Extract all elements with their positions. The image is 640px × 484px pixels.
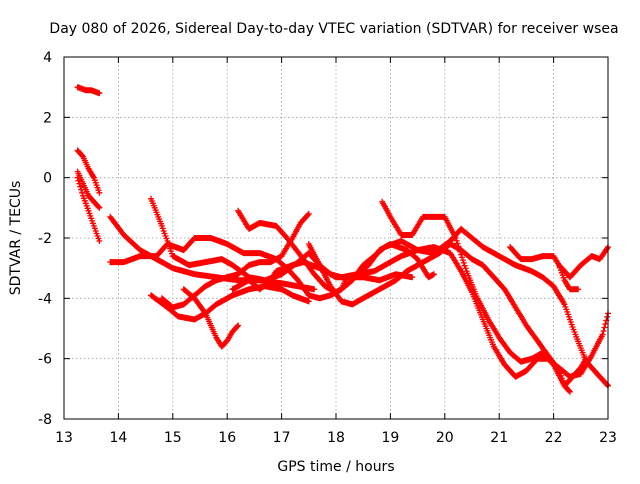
- y-tick-label: -8: [38, 412, 52, 428]
- series-sat-n: [379, 198, 573, 395]
- y-axis-label: SDTVAR / TECUs: [8, 181, 24, 296]
- series-markers: [180, 286, 242, 350]
- series-markers: [379, 198, 573, 395]
- x-tick-label: 22: [545, 430, 563, 446]
- series-markers: [556, 262, 582, 293]
- y-tick-label: -6: [38, 352, 52, 368]
- series-markers: [74, 84, 103, 97]
- plot-frame: [63, 56, 609, 420]
- x-tick-label: 16: [218, 430, 236, 446]
- x-tick-label: 15: [164, 430, 182, 446]
- y-tick-label: -2: [38, 231, 52, 247]
- series-sat-a: [74, 84, 103, 97]
- chart-title: Day 080 of 2026, Sidereal Day-to-day VTE…: [49, 21, 618, 37]
- series-sat-l: [229, 259, 416, 293]
- series-markers: [74, 147, 103, 196]
- series-markers: [74, 174, 103, 244]
- series-sat-p: [556, 262, 582, 293]
- y-tick-label: 2: [43, 110, 52, 126]
- x-tick-label: 14: [109, 430, 127, 446]
- series-sat-d: [74, 174, 103, 244]
- x-tick-label: 19: [381, 430, 399, 446]
- y-tick-label: 4: [43, 50, 52, 66]
- x-tick-label: 20: [436, 430, 454, 446]
- series-sat-o: [507, 244, 611, 281]
- tick-labels: 13 14 15 16 17 18 19 20 21 22 23 -8 -6 -4 -2 0 2 4: [38, 50, 617, 446]
- x-tick-label: 23: [599, 430, 617, 446]
- y-tick-label: 0: [43, 171, 52, 187]
- x-tick-label: 21: [490, 430, 508, 446]
- series-markers: [507, 244, 611, 281]
- x-tick-label: 18: [327, 430, 345, 446]
- series-sat-b: [74, 147, 103, 196]
- y-tick-label: -4: [38, 291, 52, 307]
- x-tick-label: 17: [273, 430, 291, 446]
- series-sat-c: [74, 168, 103, 211]
- data-markers: [74, 84, 611, 395]
- grid: [64, 57, 608, 419]
- series-markers: [229, 259, 416, 293]
- series-sat-j: [180, 286, 242, 350]
- series-markers: [305, 241, 590, 389]
- x-tick-label: 13: [55, 430, 73, 446]
- x-axis-label: GPS time / hours: [277, 459, 394, 475]
- series-sat-m: [305, 241, 590, 389]
- series-markers: [74, 168, 103, 211]
